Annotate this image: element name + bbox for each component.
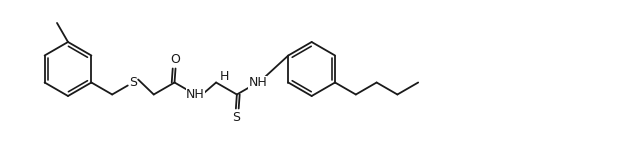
Text: NH: NH [248,76,267,89]
Text: O: O [171,53,180,66]
Text: NH: NH [186,88,205,101]
Text: S: S [232,111,240,124]
Text: H: H [220,70,229,83]
Text: S: S [129,76,137,89]
